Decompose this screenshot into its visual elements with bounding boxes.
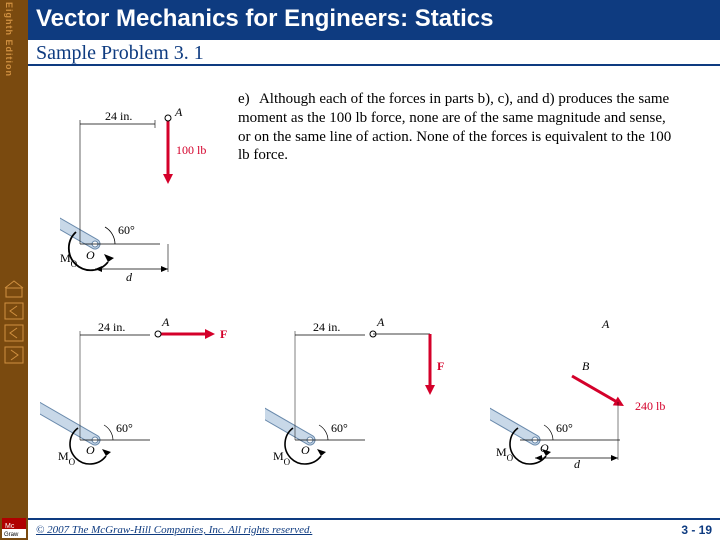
point-b-label: B [582, 359, 590, 373]
figure-d: A B 240 lb 60° O MO d [490, 300, 700, 470]
dim-label: 24 in. [105, 109, 132, 123]
point-a-label: A [174, 105, 183, 119]
point-o-label: O [301, 443, 310, 457]
force-label: 100 lb [176, 143, 206, 157]
nav-icon-group [4, 280, 24, 364]
moment-label: MO [273, 449, 291, 467]
figure-c: 24 in. A F 60° O MO [265, 300, 475, 470]
copyright-text: © 2007 The McGraw-Hill Companies, Inc. A… [36, 524, 312, 536]
figure-b: 24 in. F A 60° O MO [40, 300, 250, 470]
angle-label: 60° [118, 223, 135, 237]
paragraph-body: Although each of the forces in parts b),… [238, 91, 671, 163]
point-a-label: A [601, 317, 610, 331]
point-o-label: O [86, 443, 95, 457]
edition-label: Eighth Edition [4, 2, 14, 77]
angle-label: 60° [116, 421, 133, 435]
force-label: 240 lb [635, 399, 665, 413]
prev-icon[interactable] [4, 324, 24, 342]
moment-label: MO [60, 251, 78, 269]
d-label: d [574, 457, 581, 470]
back-icon[interactable] [4, 302, 24, 320]
point-a-label: A [376, 315, 385, 329]
dim-label: 24 in. [98, 320, 125, 334]
page-subtitle: Sample Problem 3. 1 [28, 38, 720, 66]
page-title: Vector Mechanics for Engineers: Statics [28, 0, 720, 38]
svg-text:Graw: Graw [4, 532, 19, 538]
point-a-label: A [161, 315, 170, 329]
force-label: F [437, 359, 444, 373]
side-rail [0, 0, 28, 540]
moment-label: MO [58, 449, 76, 467]
force-label: F [220, 327, 227, 341]
point-o-label: O [86, 248, 95, 262]
d-label: d [126, 270, 133, 284]
home-icon[interactable] [4, 280, 24, 298]
page-number: 3 - 19 [681, 523, 712, 537]
body-paragraph: e) Although each of the forces in parts … [238, 90, 678, 165]
publisher-logo: Mc Graw [2, 518, 26, 538]
dim-label: 24 in. [313, 320, 340, 334]
angle-label: 60° [556, 421, 573, 435]
paragraph-label: e) [238, 90, 256, 109]
svg-text:Mc: Mc [5, 523, 15, 530]
angle-label: 60° [331, 421, 348, 435]
figures-row: 24 in. F A 60° O MO 24 in. [40, 300, 700, 470]
figure-main: 24 in. 100 lb A 60° O MO d [60, 84, 220, 284]
next-icon[interactable] [4, 346, 24, 364]
footer: © 2007 The McGraw-Hill Companies, Inc. A… [28, 518, 720, 540]
